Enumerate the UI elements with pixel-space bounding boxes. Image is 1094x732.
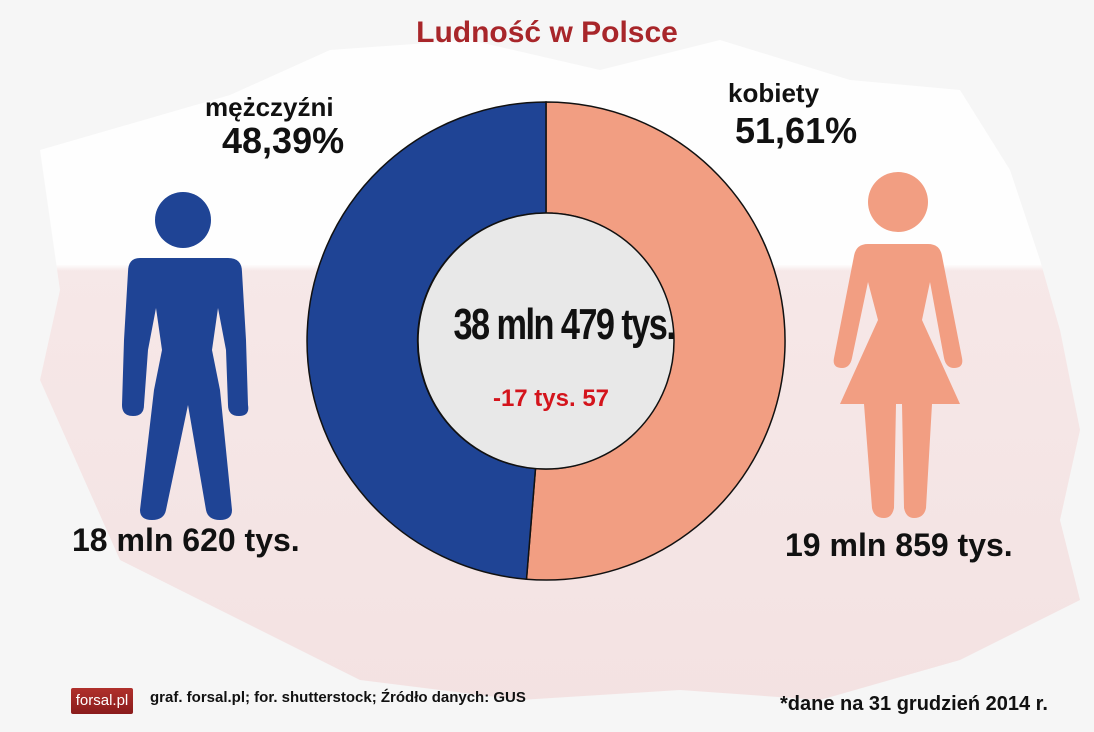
forsal-logo: forsal.pl <box>71 688 133 714</box>
women-label: kobiety <box>728 78 820 108</box>
women-percent: 51,61% <box>735 110 858 151</box>
women-population: 19 mln 859 tys. <box>785 527 1013 563</box>
female-figure-icon <box>833 172 963 518</box>
men-percent: 48,39% <box>222 120 345 161</box>
date-note: *dane na 31 grudzień 2014 r. <box>780 693 1048 715</box>
population-change: -17 tys. 57 <box>492 385 610 412</box>
men-population: 18 mln 620 tys. <box>72 522 300 558</box>
credits-text: graf. forsal.pl; for. shutterstock; Źród… <box>150 689 526 706</box>
total-population: 38 mln 479 tys. <box>453 300 676 349</box>
donut-center <box>417 212 675 470</box>
men-label: mężczyźni <box>205 92 334 122</box>
male-figure-icon <box>122 192 249 520</box>
chart-title: Ludność w Polsce <box>416 16 678 49</box>
